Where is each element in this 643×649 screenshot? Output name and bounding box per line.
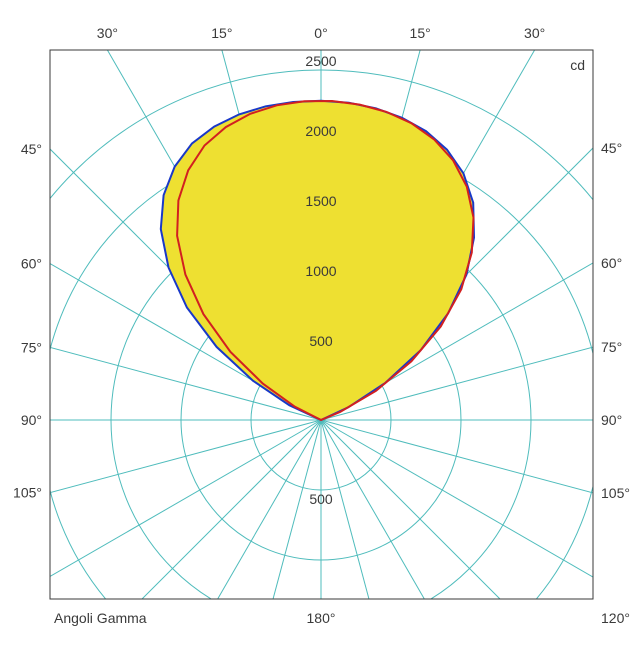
angle-label: 90° <box>21 412 42 428</box>
angle-label: 105° <box>13 485 42 501</box>
angle-label: 15° <box>211 25 232 41</box>
angle-label: 30° <box>97 25 118 41</box>
series-group <box>161 101 474 420</box>
grid-spoke <box>321 420 643 556</box>
radial-label: 1500 <box>305 193 336 209</box>
unit-label: cd <box>570 57 585 73</box>
angle-label: 30° <box>524 25 545 41</box>
angle-label: 15° <box>410 25 431 41</box>
angle-label: 45° <box>21 141 42 157</box>
angle-label: 120° <box>601 610 630 626</box>
angle-label: 90° <box>601 412 622 428</box>
bottom-left-label: Angoli Gamma <box>54 610 147 626</box>
grid-spoke <box>0 420 321 649</box>
grid-spoke <box>321 420 643 649</box>
grid-spoke <box>0 420 321 556</box>
angle-label: 180° <box>307 610 336 626</box>
angle-label: 45° <box>601 140 622 156</box>
angle-label: 75° <box>21 339 42 355</box>
radial-label: 2000 <box>305 123 336 139</box>
angle-label: 60° <box>601 255 622 271</box>
grid-spoke <box>321 420 643 649</box>
grid-spoke <box>321 420 584 649</box>
radial-label: 2500 <box>305 53 336 69</box>
radial-label: 500 <box>309 491 333 507</box>
angle-label: 0° <box>314 25 327 41</box>
radial-label: 1000 <box>305 263 336 279</box>
angle-label: 75° <box>601 339 622 355</box>
grid-spoke <box>0 420 321 649</box>
angle-label: 105° <box>601 485 630 501</box>
radial-label: 500 <box>309 333 333 349</box>
series-C0-fill <box>161 101 474 420</box>
angle-label: 60° <box>21 256 42 272</box>
polar-chart: 500 1000 1500 2000 2500 500 30° 15° 0° 15° 30° 45° 6… <box>0 0 643 649</box>
